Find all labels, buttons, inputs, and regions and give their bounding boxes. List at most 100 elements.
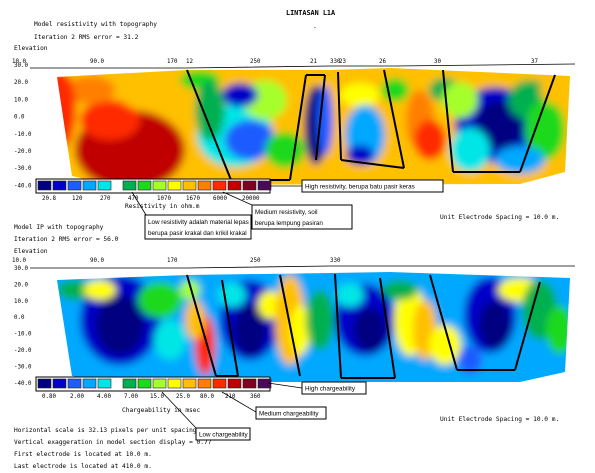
- resistivity-contour-blob: [476, 101, 524, 149]
- resistivity-legend-swatch: [167, 180, 182, 191]
- resistivity-legend-value: 20.8: [42, 196, 56, 202]
- resistivity-title: Model resistivity with topography: [34, 21, 157, 28]
- annotation-medium-resistivity: Medium resistivity, soil berupa lempung …: [222, 191, 353, 230]
- chargeability-contour-blob: [354, 308, 386, 352]
- chargeability-interpretation-lines: [186, 273, 541, 379]
- annotation-high-resistivity: High resistivity, berupa batu pasir kera…: [270, 179, 444, 193]
- chargeability-legend-swatch: [182, 378, 197, 389]
- resistivity-contour-blob: [346, 145, 374, 165]
- resistivity-contour-blob: [450, 128, 490, 172]
- annotation-high-chargeability: High chargeability: [267, 381, 367, 395]
- annotation-low-chargeability-text: Low chargeability: [199, 432, 249, 439]
- resistivity-contour-blob: [80, 100, 140, 140]
- chargeability-y-tick: 20.0: [14, 282, 28, 288]
- chargeability-boundary-line: [221, 279, 239, 377]
- resistivity-boundary-line: [519, 74, 556, 173]
- resistivity-boundary-line: [383, 69, 405, 169]
- electrode-marker: 26: [379, 59, 386, 65]
- resistivity-legend-swatch: [137, 180, 152, 191]
- chargeability-legend-value: 0.80: [42, 394, 56, 400]
- resistivity-legend-swatch: [52, 180, 67, 191]
- footer-line-1: Horizontal scale is 32.13 pixels per uni…: [14, 427, 197, 434]
- resistivity-boundary-line: [340, 159, 405, 169]
- chargeability-legend-swatch: [67, 378, 82, 389]
- chargeability-y-tick: 10.0: [14, 299, 28, 305]
- chargeability-x-axis: 10.0 90.0 170 250 330: [12, 258, 341, 264]
- resistivity-contour-blob: [65, 76, 115, 104]
- chargeability-legend-swatch: [37, 378, 52, 389]
- footer-line-2: Vertical exaggeration in model section d…: [14, 439, 212, 446]
- resistivity-contour-blob: [120, 79, 180, 111]
- resistivity-contour-blob: [381, 78, 409, 102]
- resistivity-elevation-label: Elevation: [14, 45, 48, 52]
- resistivity-legend-swatch: [197, 180, 212, 191]
- resistivity-x-tick: 330: [330, 59, 341, 65]
- chargeability-legend-value: 4.00: [97, 394, 111, 400]
- chargeability-legend-swatch: [167, 378, 182, 389]
- resistivity-y-tick: 20.0: [14, 80, 28, 86]
- resistivity-legend-swatch: [82, 180, 97, 191]
- resistivity-legend-swatch: [97, 180, 112, 191]
- resistivity-legend-swatch: [257, 180, 272, 191]
- chargeability-y-tick: 0.0: [14, 315, 25, 321]
- resistivity-x-tick: 250: [250, 59, 261, 65]
- chargeability-topography-line: [30, 265, 575, 269]
- footer-notes: Horizontal scale is 32.13 pixels per uni…: [14, 427, 212, 470]
- electrode-marker: 37: [531, 59, 538, 65]
- annotation-high-resistivity-text: High resistivity, berupa batu pasir kera…: [305, 184, 415, 191]
- resistivity-legend-value: 20000: [242, 196, 260, 202]
- resistivity-y-tick: -10.0: [14, 132, 32, 138]
- chargeability-x-tick: 10.0: [12, 258, 26, 264]
- resistivity-x-axis: 10.0 90.0 170 250 330: [12, 59, 341, 65]
- resistivity-legend-title: Resistivity in ohm.m: [125, 203, 200, 210]
- chargeability-boundary-line: [186, 274, 217, 377]
- resistivity-legend-value: 120: [72, 196, 83, 202]
- chargeability-boundary-line: [279, 274, 301, 377]
- resistivity-electrode-markers: 12 21 23 26 30 37: [186, 59, 538, 65]
- chargeability-contour-blob: [437, 278, 473, 322]
- chargeability-legend-value: 80.0: [200, 394, 214, 400]
- chargeability-contour-blob: [336, 283, 364, 307]
- chargeability-legend-swatch: [227, 378, 242, 389]
- resistivity-contour-blob: [525, 100, 565, 160]
- resistivity-legend-values: 20.8 120 270 470 1070 1670 6000 20000: [42, 196, 260, 202]
- chargeability-contour-blob: [458, 346, 482, 374]
- resistivity-contour-blob: [265, 132, 305, 168]
- chargeability-x-tick: 250: [250, 258, 261, 264]
- resistivity-color-legend: [35, 178, 272, 194]
- resistivity-x-tick: 170: [167, 59, 178, 65]
- chargeability-y-tick: -30.0: [14, 364, 32, 370]
- resistivity-contour-blob: [195, 80, 225, 140]
- resistivity-contour-blob: [317, 85, 333, 155]
- resistivity-legend-swatch: [182, 180, 197, 191]
- chargeability-contour-blob: [382, 280, 418, 300]
- chargeability-boundary-line: [334, 273, 342, 379]
- resistivity-legend-swatch: [227, 180, 242, 191]
- chargeability-model-body: [57, 272, 570, 382]
- resistivity-y-axis: 30.0 20.0 10.0 0.0 -10.0 -20.0 -30.0 -40.0: [14, 63, 32, 189]
- chargeability-legend-swatch: [152, 378, 167, 389]
- resistivity-spacing: Unit Electrode Spacing = 10.0 m.: [440, 214, 559, 221]
- resistivity-contour-blob: [225, 120, 275, 160]
- resistivity-y-tick: 30.0: [14, 63, 28, 69]
- chargeability-contour-blob: [96, 295, 144, 355]
- annotation-medium-resistivity-text-2: berupa lempung pasiran: [255, 220, 323, 227]
- chargeability-contour-blob: [234, 304, 266, 356]
- chargeability-rms: Iteration 2 RMS error = 56.0: [14, 236, 119, 243]
- resistivity-legend-value: 1070: [157, 196, 171, 202]
- resistivity-y-tick: 10.0: [14, 97, 28, 103]
- resistivity-contour-blob: [414, 120, 446, 160]
- resistivity-legend-value: 470: [128, 196, 139, 202]
- chargeability-y-tick: 30.0: [14, 266, 28, 272]
- chargeability-contour-blob: [138, 282, 182, 318]
- annotation-medium-resistivity-text-1: Medium resistivity, soil: [255, 209, 318, 216]
- chargeability-y-tick: -40.0: [14, 381, 32, 387]
- resistivity-legend-swatch: [67, 180, 82, 191]
- electrode-marker: 12: [186, 59, 193, 65]
- resistivity-boundary-line: [337, 71, 342, 161]
- chargeability-color-legend: [35, 376, 272, 392]
- resistivity-section: Model resistivity with topography Iterat…: [12, 21, 576, 240]
- chargeability-boundary-line: [429, 274, 458, 371]
- resistivity-model-body: [57, 68, 570, 185]
